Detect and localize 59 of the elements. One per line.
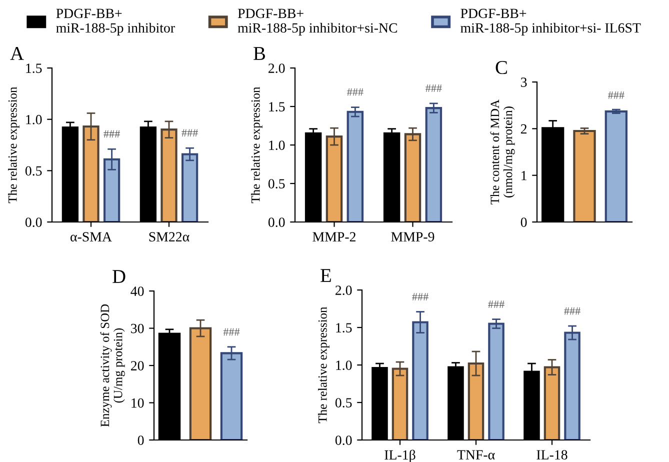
bar bbox=[573, 130, 596, 222]
y-tick-label: 0 bbox=[138, 436, 144, 445]
y-tick-label: 30 bbox=[131, 324, 144, 334]
bar bbox=[346, 110, 364, 222]
y-axis-title: The content of MDA (nmol/mg protein) bbox=[490, 100, 515, 204]
y-tick-label: 1 bbox=[522, 170, 526, 180]
chart-title: A bbox=[10, 47, 24, 60]
annotation: ### bbox=[564, 307, 580, 315]
legend-label: PDGF-BB+ miR-188-5p inhibitor bbox=[56, 8, 175, 36]
y-tick-label: 0.0 bbox=[25, 218, 42, 228]
bar bbox=[425, 106, 442, 222]
y-axis-title: Enzyme activity of SOD (U/mg protein) bbox=[100, 304, 125, 427]
x-tick-label: MMP-2 bbox=[312, 232, 356, 242]
y-tick-label: 0 bbox=[520, 218, 527, 227]
y-tick-label: 40 bbox=[130, 286, 144, 296]
x-tick-label: IL-18 bbox=[536, 450, 568, 460]
bar bbox=[604, 110, 628, 222]
y-axis-title: The relative expression bbox=[318, 306, 330, 424]
y-tick-label: 1.5 bbox=[26, 64, 42, 74]
x-tick-label: IL-1β bbox=[384, 450, 416, 462]
annotation: ### bbox=[488, 300, 504, 308]
y-tick-label: 0.5 bbox=[268, 179, 285, 189]
y-tick-label: 1.5 bbox=[269, 102, 285, 112]
y-tick-label: 1.5 bbox=[336, 323, 352, 333]
annotation: ### bbox=[182, 129, 198, 136]
annotation: ### bbox=[412, 293, 428, 300]
legend-label: PDGF-BB+ miR-188-5p inhibitor+si-NC bbox=[238, 8, 398, 36]
bar bbox=[181, 153, 198, 222]
annotation: ### bbox=[223, 328, 240, 336]
y-axis-title: The relative expression bbox=[251, 86, 262, 204]
annotation: ### bbox=[426, 84, 442, 92]
y-tick-label: 1.0 bbox=[26, 114, 42, 124]
y-tick-label: 2.0 bbox=[336, 286, 352, 296]
y-tick-label: 0.0 bbox=[335, 436, 352, 446]
annotation: ### bbox=[608, 91, 624, 99]
chart-title: D bbox=[112, 270, 126, 283]
y-tick-label: 20 bbox=[131, 361, 144, 370]
y-tick-label: 0.5 bbox=[335, 398, 352, 408]
y-tick-label: 1.0 bbox=[336, 360, 352, 370]
y-tick-label: 0.5 bbox=[25, 166, 42, 176]
annotation: ### bbox=[104, 130, 120, 138]
x-tick-label: SM22α bbox=[149, 232, 190, 242]
y-axis-title: The relative expression bbox=[8, 86, 20, 204]
y-tick-label: 0.0 bbox=[268, 218, 285, 228]
chart-title: B bbox=[254, 47, 266, 60]
bar bbox=[404, 133, 422, 222]
y-tick-label: 1.0 bbox=[269, 140, 285, 150]
chart-title: E bbox=[320, 269, 331, 282]
y-tick-label: 3 bbox=[520, 78, 527, 87]
annotation: ### bbox=[347, 88, 364, 96]
y-tick-label: 2 bbox=[520, 124, 527, 134]
y-tick-label: 2.0 bbox=[268, 64, 285, 74]
x-tick-label: TNF-α bbox=[457, 450, 495, 460]
legend-label: PDGF-BB+ miR-188-5p inhibitor+si- IL6ST bbox=[460, 8, 641, 36]
chart-title: C bbox=[496, 60, 507, 74]
y-tick-label: 10 bbox=[132, 398, 144, 408]
bar bbox=[488, 322, 504, 440]
x-tick-label: MMP-9 bbox=[391, 232, 434, 242]
x-tick-label: α-SMA bbox=[70, 232, 112, 242]
